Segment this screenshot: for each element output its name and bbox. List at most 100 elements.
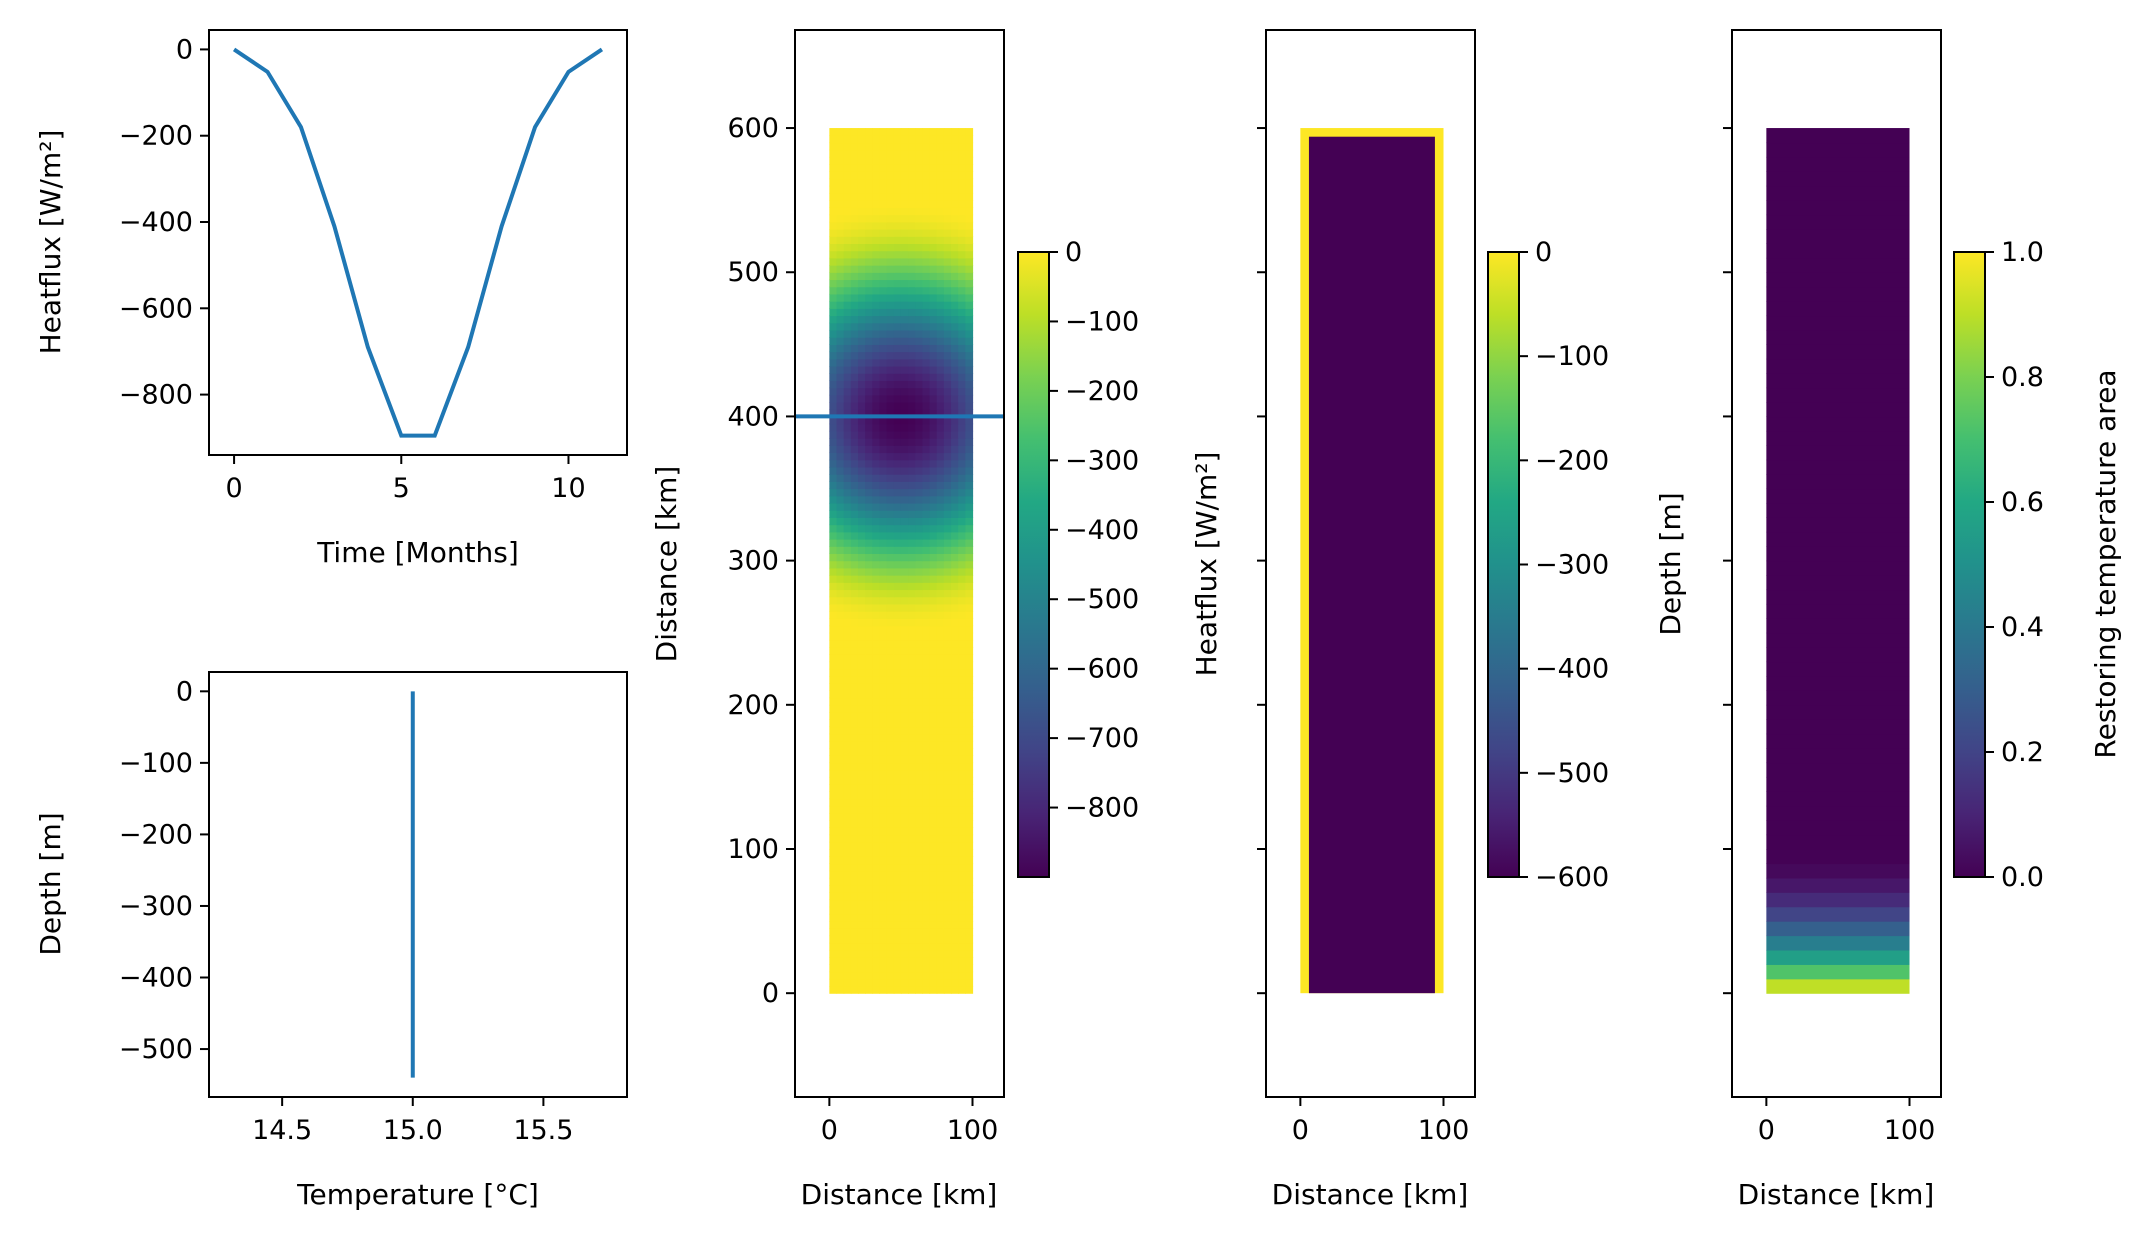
heatmap-cell	[929, 971, 938, 980]
heatmap-cell	[893, 733, 902, 742]
heatmap-cell	[965, 632, 974, 641]
heatmap-cell	[915, 510, 924, 518]
heatmap-cell	[879, 546, 888, 555]
heatmap-cell	[943, 949, 952, 958]
heatmap-cell	[893, 712, 902, 720]
heatmap-cell	[850, 178, 859, 187]
heatmap-cell	[836, 200, 845, 208]
heatmap-cell	[836, 654, 845, 663]
heatmap-cell	[908, 726, 916, 735]
heatmap-cell	[922, 387, 931, 396]
heatmap-cell	[900, 654, 909, 663]
heatmap-cell	[915, 575, 924, 583]
heatmap-cell	[936, 712, 945, 720]
heatmap-cell	[915, 567, 924, 576]
colorbar-gradient	[1487, 251, 1520, 878]
heatmap-cell	[922, 221, 931, 230]
heatmap-cell	[936, 812, 945, 821]
heatmap-cell	[951, 164, 959, 172]
heatmap-cell	[872, 178, 881, 187]
heatmap-cell	[922, 178, 931, 187]
heatmap-cell	[900, 142, 909, 151]
heatmap-cell	[900, 675, 909, 684]
heatmap-cell	[965, 474, 974, 482]
heatmap-cell	[886, 848, 895, 857]
heatmap-cell	[836, 560, 845, 569]
heatmap-cell	[936, 942, 945, 951]
heatmap-cell	[872, 596, 881, 605]
heatmap-cell	[843, 423, 852, 432]
heatmap-cell	[908, 964, 916, 973]
heatmap-row	[1766, 964, 1910, 980]
heatmap-cell	[915, 430, 924, 439]
heatmap-cell	[936, 913, 945, 922]
heatmap-cell	[915, 654, 924, 663]
heatmap-cell	[857, 913, 866, 922]
heatmap-cell	[850, 279, 859, 288]
y-tick-label: 100	[727, 834, 779, 865]
heatmap-cell	[872, 510, 881, 518]
heatmap-cell	[900, 985, 909, 994]
heatmap-cell	[879, 337, 888, 345]
heatmap-cell	[900, 322, 909, 331]
colorbar-tick-label: −700	[1065, 723, 1139, 754]
heatmap-cell	[886, 596, 895, 605]
heatmap-cell	[865, 250, 873, 259]
heatmap-cell	[958, 488, 966, 497]
heatmap-cell	[836, 827, 845, 836]
heatmap-cell	[857, 228, 866, 237]
heatmap-cell	[836, 452, 845, 461]
heatmap-cell	[872, 156, 881, 165]
heatmap-cell	[886, 575, 895, 583]
heatmap-cell	[886, 668, 895, 677]
heatmap-cell	[943, 776, 952, 785]
heatmap-cell	[843, 798, 852, 807]
heatmap-cell	[865, 856, 873, 865]
heatmap-cell	[850, 452, 859, 461]
heatmap-cell	[872, 474, 881, 482]
heatmap-cell	[886, 863, 895, 872]
heatmap-row	[1766, 416, 1910, 432]
heatmap-cell	[965, 445, 974, 454]
heatmap-cell	[936, 827, 945, 836]
heatmap-cell	[900, 156, 909, 165]
heatmap-cell	[958, 978, 966, 987]
heatmap-cell	[829, 445, 838, 454]
heatmap-cell	[951, 416, 959, 425]
heatmap-cell	[951, 683, 959, 691]
heatmap-cell	[857, 178, 866, 187]
heatmap-row	[1766, 892, 1910, 908]
heatmap-cell	[872, 207, 881, 216]
heatmap-cell	[965, 553, 974, 562]
heatmap-cell	[850, 769, 859, 778]
heatmap-cell	[922, 135, 931, 144]
depth-map-panel: 0 100 Distance [km] 0−100−200−300−400−500…	[1257, 29, 1687, 1211]
heatmap-cell	[843, 344, 852, 353]
heatmap-cell	[929, 402, 938, 410]
heatmap-cell	[908, 675, 916, 684]
heatmap-cell	[879, 474, 888, 482]
heatmap-row	[1766, 949, 1910, 965]
heatmap-cell	[850, 171, 859, 180]
y-tick-label: −200	[119, 121, 193, 152]
heatmap-cell	[965, 863, 974, 872]
heatmap-cell	[951, 985, 959, 994]
heatmap-cell	[929, 531, 938, 540]
heatmap-cell	[886, 337, 895, 345]
heatmap-cell	[872, 243, 881, 252]
heatmap-cell	[929, 798, 938, 807]
heatmap-cell	[829, 488, 838, 497]
heatmap-cell	[872, 358, 881, 367]
heatmap-cell	[893, 632, 902, 641]
heatmap-cell	[929, 935, 938, 944]
heatmap-row	[1766, 704, 1910, 720]
heatmap-cell	[872, 740, 881, 749]
heatmap-cell	[857, 949, 866, 958]
heatmap-cell	[865, 625, 873, 634]
heatmap-cell	[929, 322, 938, 331]
heatmap-row	[1766, 517, 1910, 533]
heatmap-cell	[929, 906, 938, 915]
heatmap-cell	[886, 387, 895, 396]
heatmap-cell	[836, 344, 845, 353]
heatmap-row	[1766, 791, 1910, 807]
